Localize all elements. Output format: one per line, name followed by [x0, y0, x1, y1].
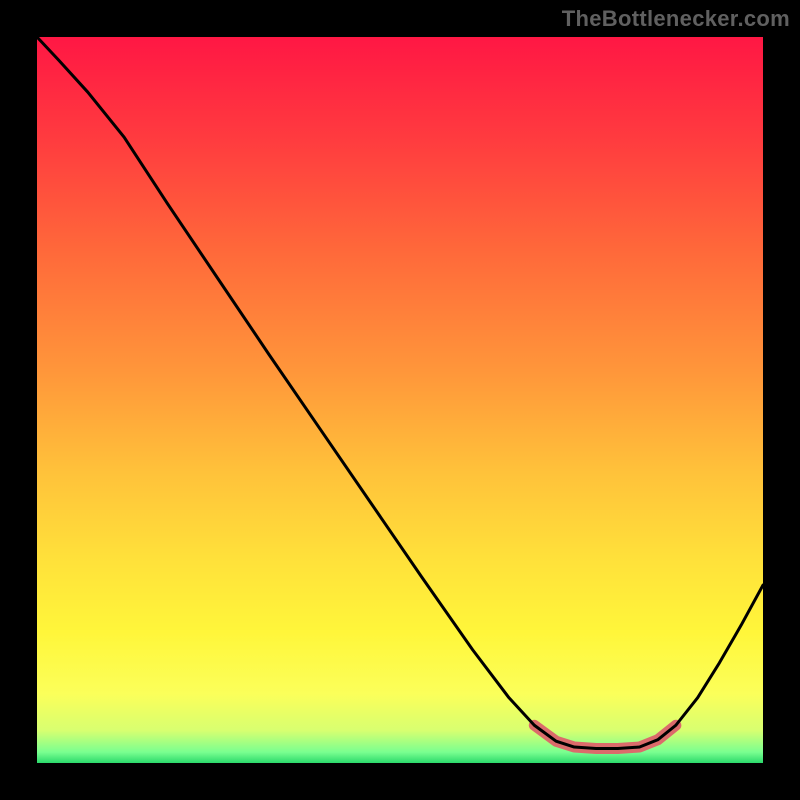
- plot-overlay: [37, 37, 763, 763]
- watermark-text: TheBottlenecker.com: [562, 6, 790, 32]
- highlight-segment: [534, 725, 676, 748]
- chart-canvas: TheBottlenecker.com: [0, 0, 800, 800]
- plot-frame: [37, 37, 763, 763]
- curve-line: [37, 37, 763, 748]
